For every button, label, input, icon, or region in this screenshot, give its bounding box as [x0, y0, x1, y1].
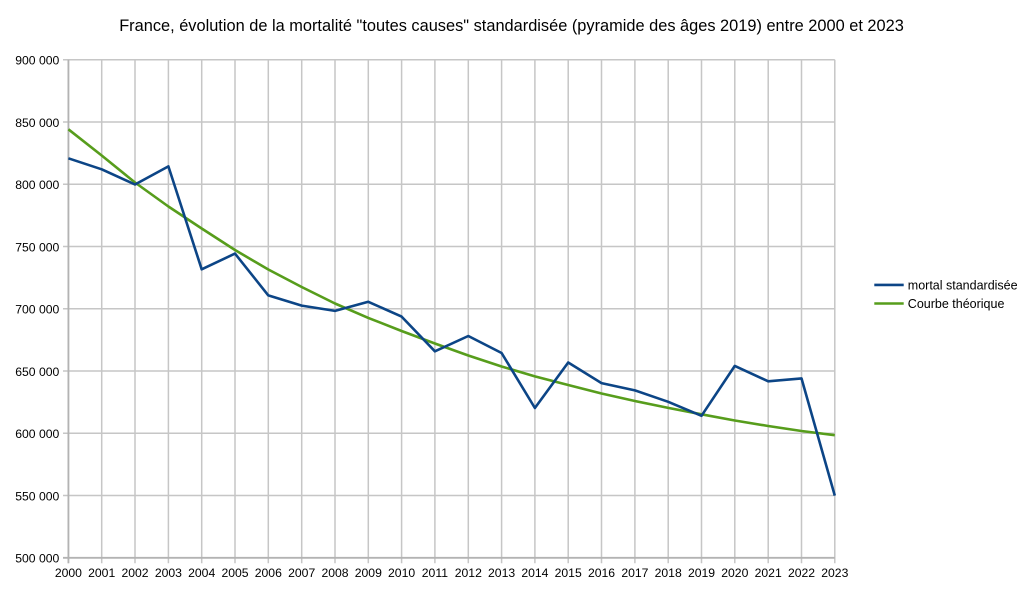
svg-text:900 000: 900 000 — [15, 54, 59, 68]
svg-text:850 000: 850 000 — [15, 116, 59, 130]
svg-text:2009: 2009 — [355, 566, 382, 580]
svg-text:2015: 2015 — [555, 566, 582, 580]
svg-text:2011: 2011 — [422, 566, 448, 580]
svg-text:2001: 2001 — [88, 566, 115, 580]
svg-text:2017: 2017 — [621, 566, 648, 580]
svg-text:2002: 2002 — [121, 566, 148, 580]
svg-text:2000: 2000 — [55, 566, 82, 580]
svg-text:650 000: 650 000 — [15, 365, 59, 379]
svg-text:600 000: 600 000 — [15, 427, 59, 441]
svg-text:2021: 2021 — [755, 566, 782, 580]
svg-text:Courbe théorique: Courbe théorique — [908, 297, 1005, 311]
svg-text:2020: 2020 — [721, 566, 748, 580]
svg-text:France, évolution de la mortal: France, évolution de la mortalité "toute… — [119, 17, 904, 35]
svg-text:2019: 2019 — [688, 566, 715, 580]
svg-text:2010: 2010 — [388, 566, 415, 580]
svg-text:500 000: 500 000 — [15, 552, 59, 566]
svg-text:mortal standardisée: mortal standardisée — [908, 278, 1018, 292]
svg-text:2023: 2023 — [821, 566, 848, 580]
svg-text:750 000: 750 000 — [15, 240, 59, 254]
svg-text:700 000: 700 000 — [15, 303, 59, 317]
svg-text:2016: 2016 — [588, 566, 615, 580]
svg-text:2006: 2006 — [255, 566, 282, 580]
svg-text:550 000: 550 000 — [15, 489, 59, 503]
svg-text:2008: 2008 — [321, 566, 348, 580]
svg-text:2005: 2005 — [221, 566, 248, 580]
svg-text:2014: 2014 — [521, 566, 548, 580]
svg-text:2018: 2018 — [655, 566, 682, 580]
svg-text:2012: 2012 — [455, 566, 482, 580]
svg-text:800 000: 800 000 — [15, 178, 59, 192]
svg-text:2022: 2022 — [788, 566, 815, 580]
svg-text:2013: 2013 — [488, 566, 515, 580]
svg-text:2007: 2007 — [288, 566, 315, 580]
svg-text:2003: 2003 — [155, 566, 182, 580]
svg-text:2004: 2004 — [188, 566, 215, 580]
